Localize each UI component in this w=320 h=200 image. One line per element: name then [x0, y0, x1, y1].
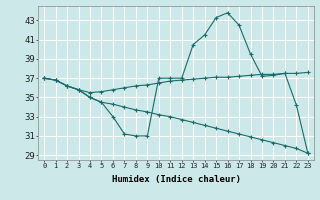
X-axis label: Humidex (Indice chaleur): Humidex (Indice chaleur): [111, 175, 241, 184]
